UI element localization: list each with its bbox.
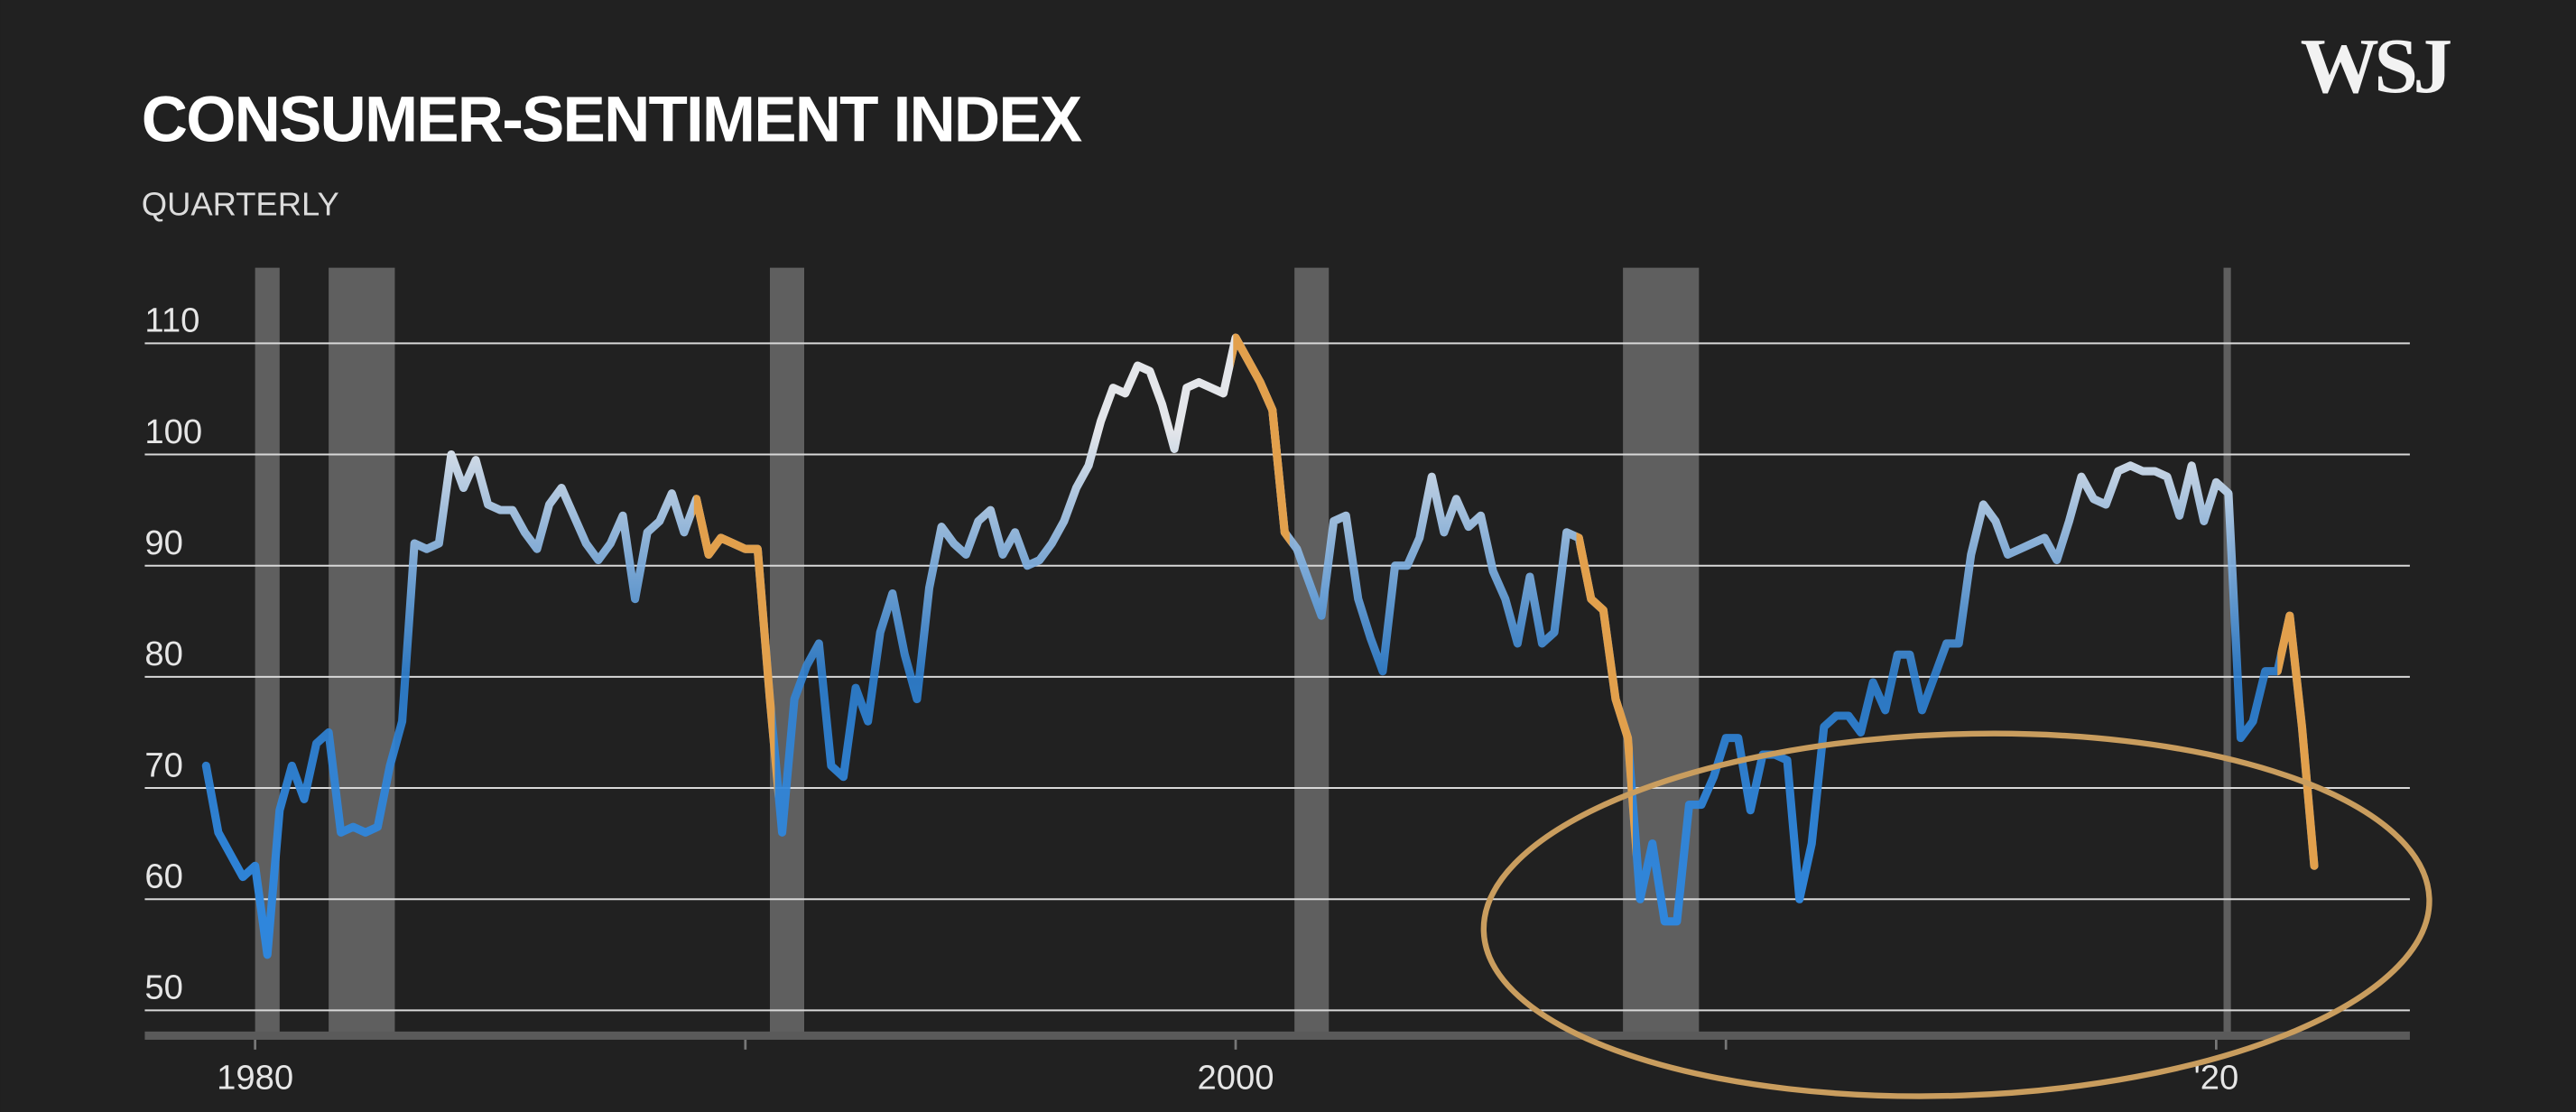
y-tick-label: 110 [144, 301, 199, 340]
line-layer [201, 333, 2319, 959]
y-tick-label: 50 [144, 968, 183, 1007]
recession-band [329, 267, 395, 1035]
y-tick-label: 60 [144, 857, 183, 895]
y-tick-label: 80 [144, 635, 183, 673]
y-tick-label: 70 [144, 746, 183, 784]
recession-band [769, 267, 805, 1035]
chart-title: CONSUMER-SENTIMENT INDEX [142, 85, 1082, 156]
recession-layer [255, 267, 2231, 1035]
chart-subtitle: QUARTERLY [142, 185, 339, 222]
y-tick-label: 100 [144, 412, 202, 451]
recession-band [1294, 267, 1330, 1035]
x-tick-label: 1980 [217, 1059, 293, 1098]
recession-band [2223, 267, 2231, 1035]
highlight-segment [1233, 333, 1290, 546]
y-tick-label: 90 [144, 524, 183, 562]
x-axis [144, 1031, 2410, 1040]
logo: WSJ [2301, 22, 2451, 109]
annotation-ellipse [1480, 730, 2432, 1099]
x-tick-label: 2000 [1198, 1059, 1274, 1098]
